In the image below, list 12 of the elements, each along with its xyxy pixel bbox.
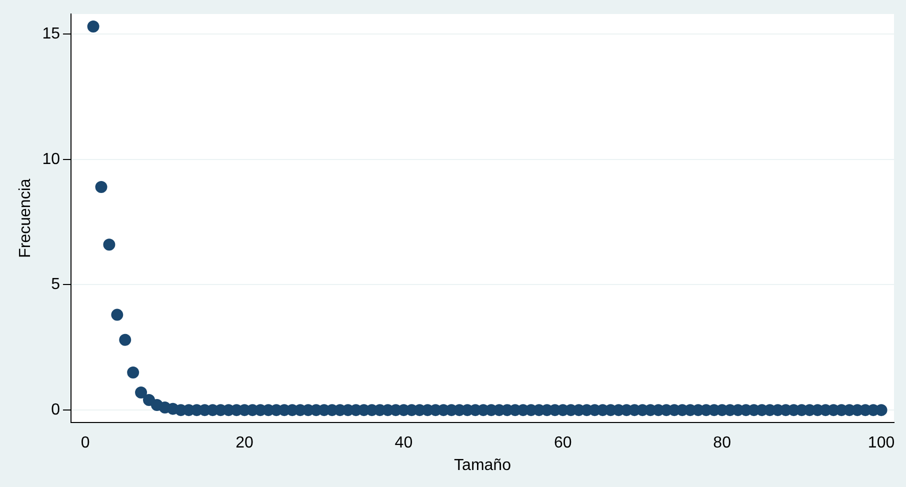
y-tick-label: 15 — [42, 25, 60, 42]
y-axis-title: Frecuencia — [17, 178, 34, 258]
y-tick-label: 10 — [42, 150, 60, 168]
x-tick-label: 60 — [554, 434, 572, 452]
x-tick-label: 0 — [80, 434, 90, 452]
x-tick-label: 20 — [236, 434, 254, 452]
y-tick-label: 5 — [51, 276, 60, 294]
x-axis-title: Tamaño — [454, 456, 512, 474]
x-tick-label: 80 — [713, 434, 732, 452]
x-tick-label: 100 — [868, 434, 895, 452]
x-tick-label: 40 — [394, 434, 413, 452]
y-tick-label: 0 — [51, 401, 60, 418]
